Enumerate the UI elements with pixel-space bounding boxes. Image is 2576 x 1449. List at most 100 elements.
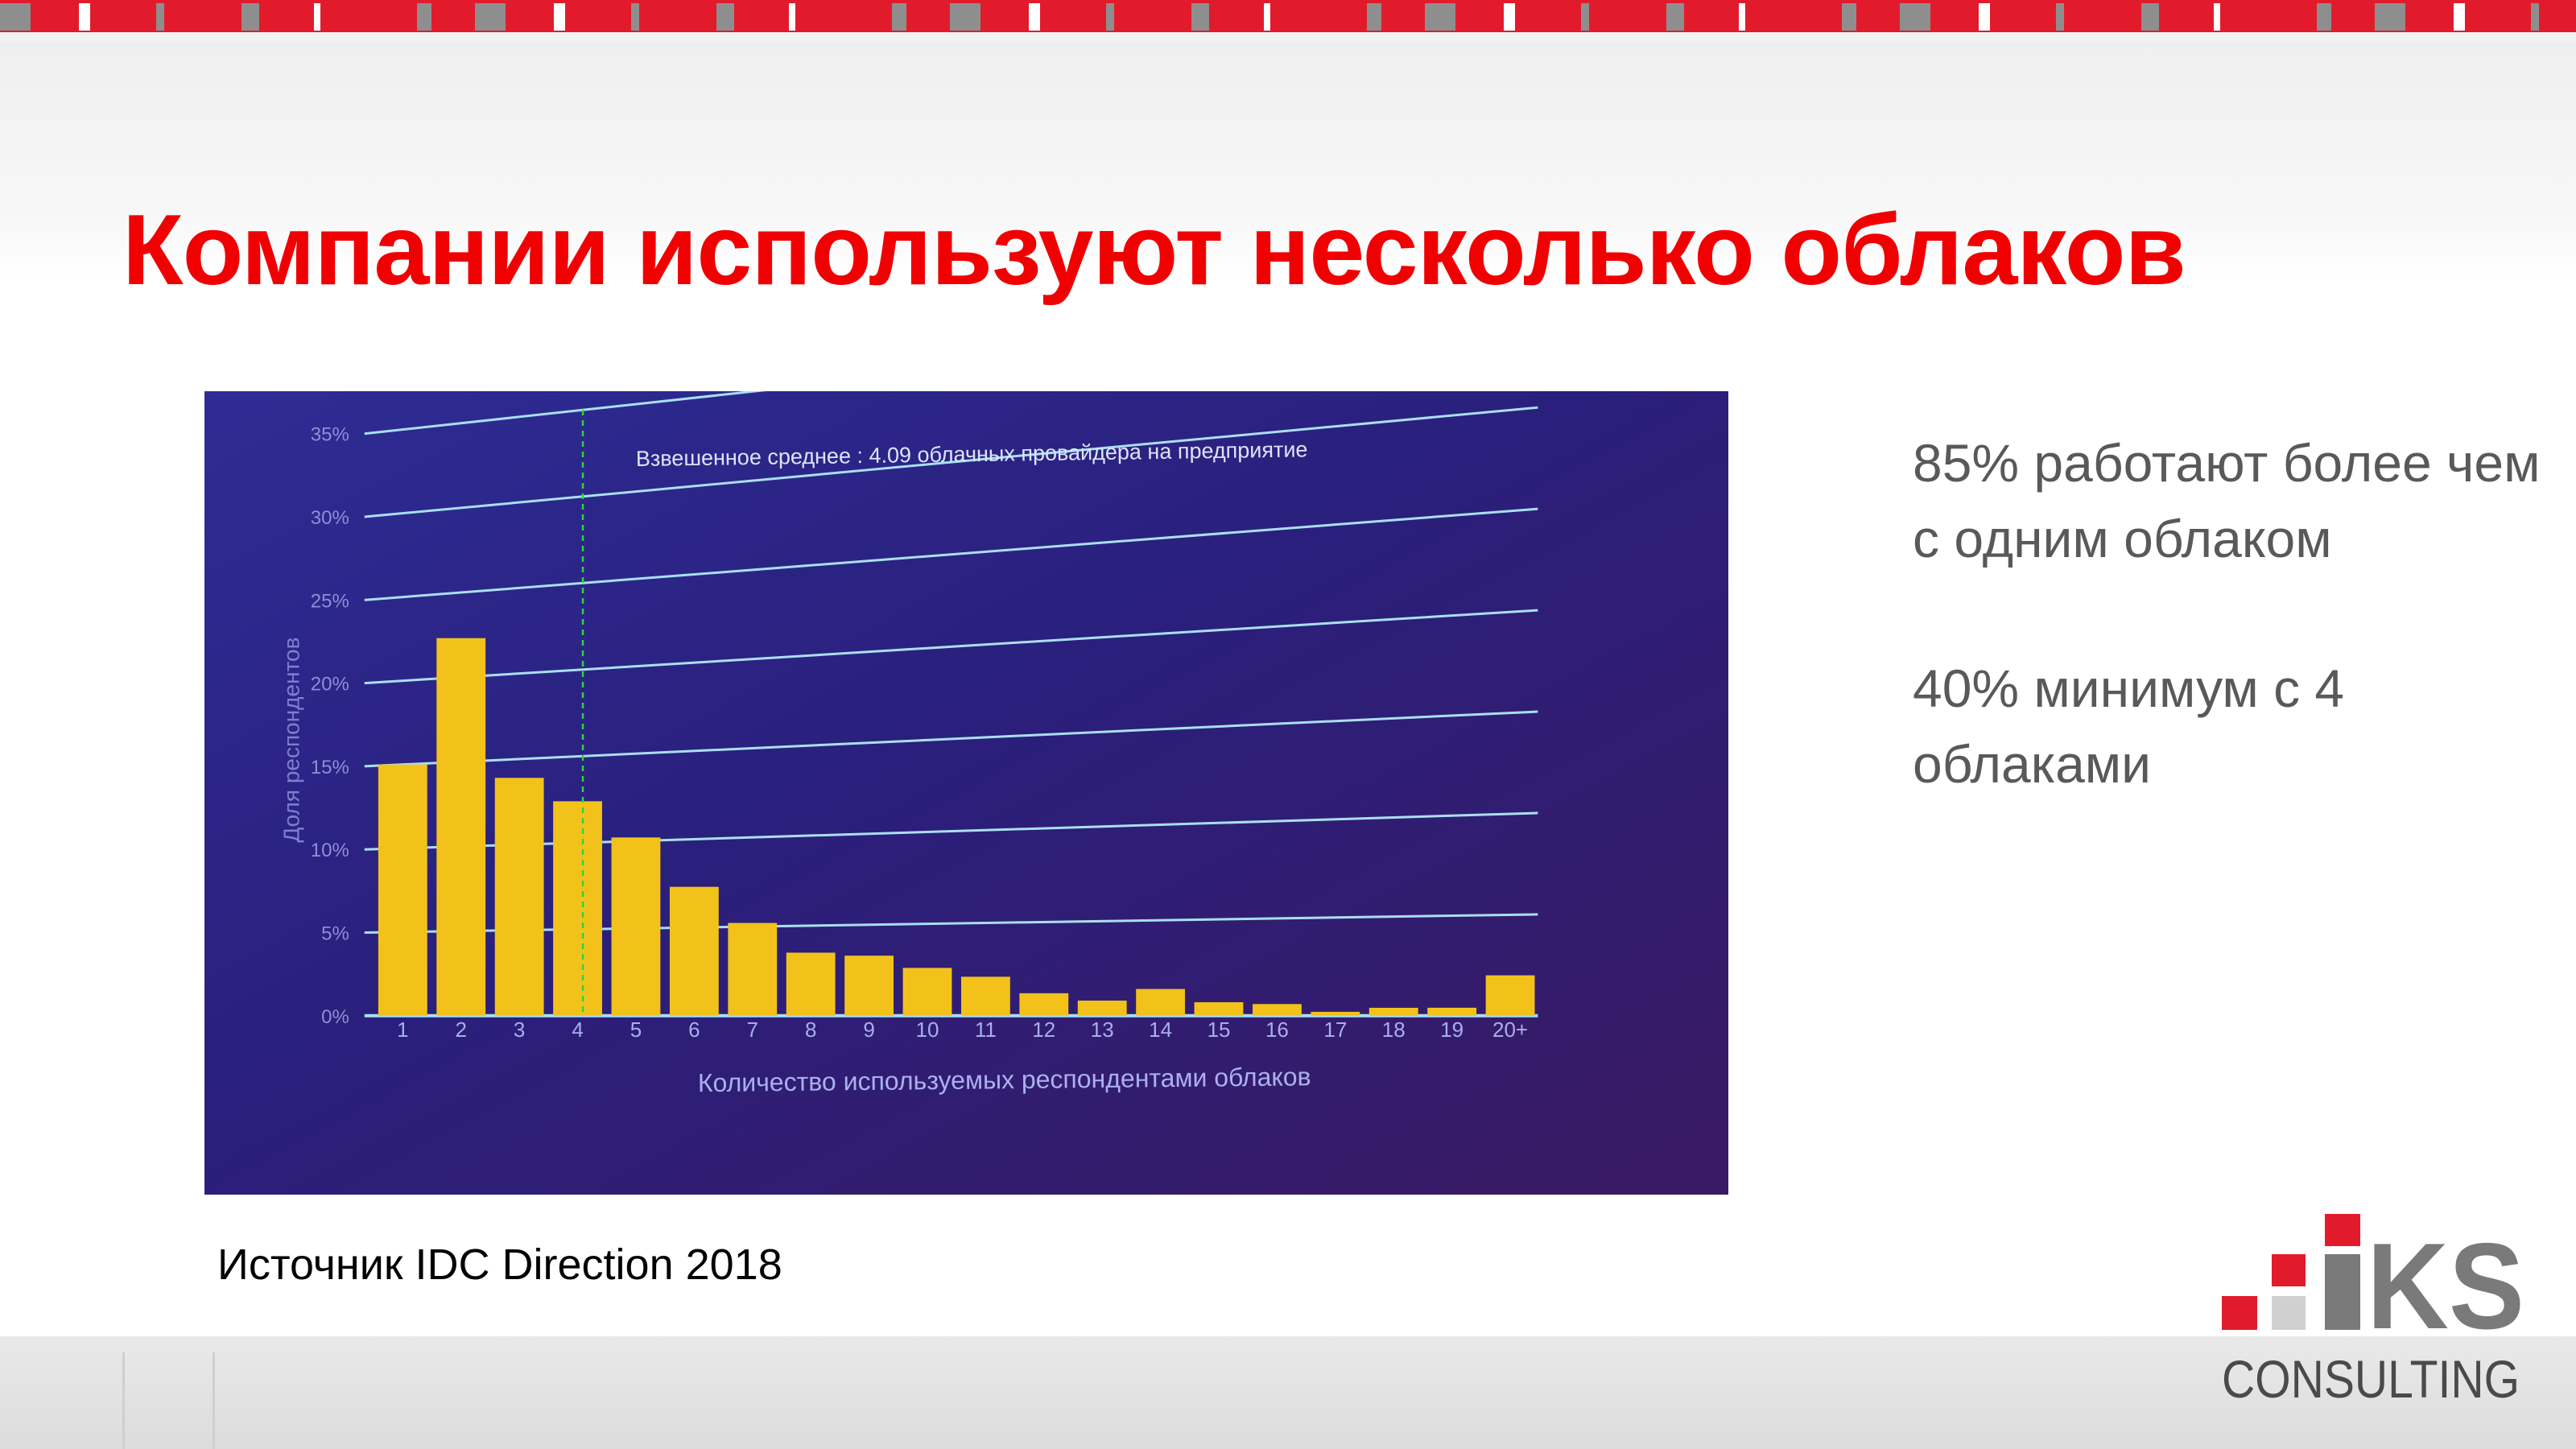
bar xyxy=(1311,1011,1360,1016)
stripe xyxy=(2375,3,2405,31)
logo-mark: KS CONSULTING xyxy=(2222,1214,2524,1409)
stripe xyxy=(1504,3,1515,31)
gridline xyxy=(364,507,1538,601)
bar xyxy=(1253,1004,1302,1016)
footer-divider xyxy=(122,1352,125,1449)
y-tick-label: 5% xyxy=(321,923,349,945)
x-tick-label: 3 xyxy=(514,1018,525,1042)
y-tick-label: 20% xyxy=(311,674,349,696)
slide-title: Компании используют несколько облаков xyxy=(122,195,2186,306)
gridline xyxy=(364,406,1538,518)
stripe xyxy=(2056,3,2064,31)
bar xyxy=(844,956,894,1016)
bar xyxy=(494,778,544,1016)
x-tick-label: 20+ xyxy=(1492,1018,1528,1042)
top-decorative-band xyxy=(0,0,2576,42)
x-tick-label: 19 xyxy=(1440,1018,1463,1042)
iks-consulting-logo: KS CONSULTING xyxy=(2222,1208,2528,1409)
source-caption: Источник IDC Direction 2018 xyxy=(217,1241,782,1289)
stripe xyxy=(1029,3,1040,31)
stripe xyxy=(1106,3,1114,31)
finding-text: 40% минимум с 4 облаками xyxy=(1913,658,2345,794)
y-axis-label: Доля респондентов xyxy=(279,638,303,843)
stripe xyxy=(0,3,31,31)
stripe xyxy=(242,3,259,31)
x-tick-label: 6 xyxy=(688,1018,700,1042)
stripe xyxy=(1900,3,1930,31)
stripe xyxy=(2141,3,2159,31)
stripe xyxy=(892,3,906,31)
y-tick-label: 15% xyxy=(311,757,349,778)
stripe xyxy=(554,3,565,31)
y-tick-label: 0% xyxy=(321,1006,349,1028)
stripe xyxy=(314,3,320,31)
bar xyxy=(611,837,661,1016)
stripe xyxy=(79,3,90,31)
svg-text:CONSULTING: CONSULTING xyxy=(2222,1349,2520,1409)
x-tick-label: 8 xyxy=(805,1018,816,1042)
bar xyxy=(1136,989,1186,1016)
bar xyxy=(1019,993,1069,1016)
stripe xyxy=(789,3,795,31)
stripe xyxy=(475,3,506,31)
footer-band xyxy=(0,1336,2576,1449)
bar xyxy=(1427,1007,1477,1016)
svg-text:KS: KS xyxy=(2367,1218,2524,1355)
bar xyxy=(436,638,486,1016)
finding-text: 85% работают более чем с одним облаком xyxy=(1913,433,2541,568)
x-tick-label: 11 xyxy=(975,1018,997,1042)
stripe xyxy=(1581,3,1589,31)
y-tick-label: 30% xyxy=(311,507,349,529)
top-stripes xyxy=(0,0,2576,32)
stripe xyxy=(716,3,734,31)
y-tick-label: 25% xyxy=(311,590,349,612)
bar xyxy=(786,952,836,1016)
x-tick-label: 5 xyxy=(630,1018,642,1042)
bar-chart: 0% 5% 10% 15% 20% 25% 30% 35% 1 2 3 4 5 6 7 8 9 10 11 12 13… xyxy=(204,391,1728,1195)
bar xyxy=(1485,975,1535,1016)
bar xyxy=(960,976,1010,1016)
stripe xyxy=(2214,3,2220,31)
bar xyxy=(1077,1000,1127,1016)
x-tick-label: 2 xyxy=(455,1018,466,1042)
x-tick-label: 17 xyxy=(1323,1018,1347,1042)
x-tick-label: 4 xyxy=(572,1018,583,1042)
x-axis-label: Количество используемых респондентами об… xyxy=(698,1062,1311,1097)
stripe xyxy=(417,3,431,31)
stripe xyxy=(0,0,2576,32)
stripe xyxy=(2531,3,2539,31)
x-tick-label: 15 xyxy=(1208,1018,1231,1042)
stripe xyxy=(1191,3,1209,31)
chart-svg: 0%5%10%15%20%25%30%35% 1 2 3 4 5 6 7 8 9 10 11 12 13… xyxy=(204,391,1728,1195)
stripe xyxy=(1367,3,1381,31)
stripe xyxy=(1666,3,1684,31)
stripe xyxy=(1264,3,1270,31)
x-tick-label: 7 xyxy=(747,1018,758,1042)
bar xyxy=(728,923,778,1016)
stripe xyxy=(950,3,980,31)
stripe xyxy=(2454,3,2465,31)
stripe xyxy=(1739,3,1745,31)
bar xyxy=(669,886,719,1016)
x-tick-label: 16 xyxy=(1265,1018,1289,1042)
x-tick-label: 18 xyxy=(1382,1018,1406,1042)
stripe xyxy=(1842,3,1856,31)
x-tick-label: 1 xyxy=(397,1018,408,1042)
x-tick-label: 12 xyxy=(1032,1018,1055,1042)
x-tick-label: 9 xyxy=(863,1018,874,1042)
footer-divider xyxy=(213,1352,215,1449)
x-tick-label: 13 xyxy=(1091,1018,1114,1042)
y-tick-label: 10% xyxy=(311,840,349,861)
key-findings: 85% работают более чем с одним облаком 4… xyxy=(1913,425,2541,876)
x-tick-label: 14 xyxy=(1149,1018,1172,1042)
bar xyxy=(1194,1002,1244,1016)
bar xyxy=(902,968,952,1016)
y-tick-label: 35% xyxy=(311,424,349,446)
gridline xyxy=(364,391,766,436)
gridline xyxy=(364,710,1538,768)
bar xyxy=(1368,1007,1418,1016)
header-background xyxy=(0,42,2576,283)
stripe xyxy=(1979,3,1990,31)
bar xyxy=(378,764,427,1016)
stripe xyxy=(156,3,164,31)
